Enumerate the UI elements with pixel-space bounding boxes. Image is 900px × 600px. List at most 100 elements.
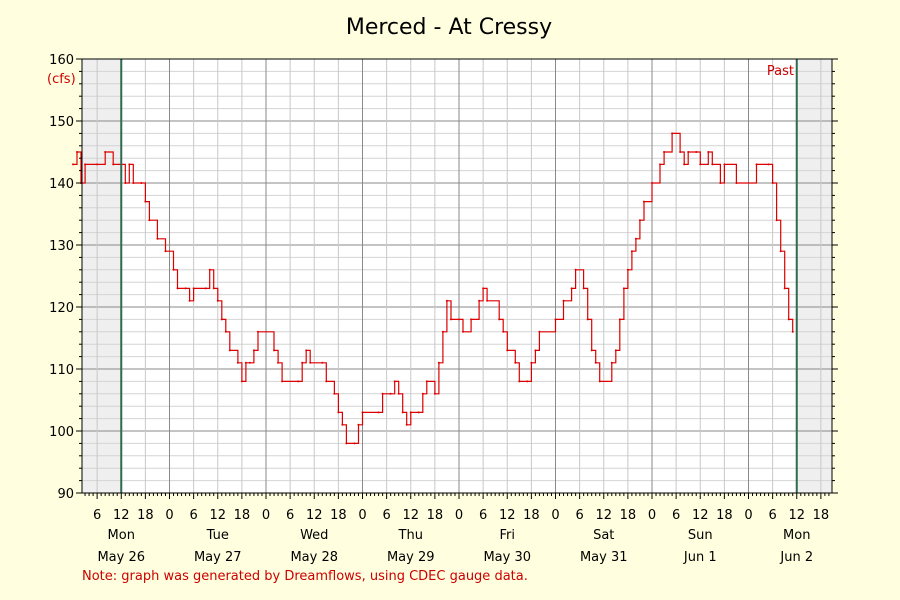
data-point (663, 151, 666, 153)
x-hour-label: 18 (716, 508, 733, 523)
x-hour-label: 6 (286, 508, 294, 523)
data-point (377, 411, 380, 414)
data-point (570, 287, 573, 290)
data-point (248, 361, 251, 364)
y-tick-label: 120 (49, 301, 74, 316)
data-point (128, 163, 131, 166)
data-point (498, 318, 501, 321)
data-point (252, 349, 255, 352)
x-day-label: Wed (300, 528, 328, 543)
data-point (610, 361, 613, 364)
data-point (486, 299, 489, 302)
data-point (397, 392, 400, 395)
data-point (630, 250, 633, 253)
x-date-label: Jun 1 (683, 550, 717, 565)
x-hour-label: 18 (137, 508, 154, 523)
x-date-label: May 31 (580, 550, 628, 565)
x-day-label: Mon (108, 528, 135, 543)
shaded-region-right (796, 59, 832, 493)
data-point (711, 163, 714, 166)
data-point (618, 318, 621, 321)
data-point (156, 237, 159, 240)
y-tick-label: 130 (49, 239, 74, 254)
data-point (699, 163, 702, 166)
data-point (614, 349, 617, 352)
x-hour-label: 6 (768, 508, 776, 523)
x-hour-label: 18 (330, 508, 347, 523)
x-hour-label: 6 (382, 508, 390, 523)
data-point (273, 349, 276, 352)
data-point (132, 182, 135, 184)
x-hour-label: 12 (788, 508, 805, 523)
x-hour-label: 18 (620, 508, 637, 523)
data-point (582, 287, 585, 290)
data-point (389, 392, 392, 395)
data-point (309, 361, 312, 364)
data-point (96, 163, 99, 166)
data-point (256, 330, 259, 333)
data-point (76, 151, 79, 153)
data-point (791, 330, 794, 333)
x-day-label: Mon (783, 528, 810, 543)
data-point (433, 392, 436, 395)
data-point (188, 299, 191, 302)
data-point (421, 392, 424, 395)
data-point (462, 330, 465, 333)
data-point (534, 349, 537, 352)
shaded-regions (82, 59, 832, 493)
y-tick-label: 140 (49, 177, 74, 192)
data-point (506, 349, 509, 352)
data-point (361, 411, 364, 414)
x-date-label: May 29 (387, 550, 435, 565)
x-hour-label: 6 (575, 508, 583, 523)
data-point (321, 361, 324, 364)
data-point (144, 200, 147, 203)
data-point (719, 182, 722, 184)
data-point (353, 442, 356, 445)
data-point (192, 287, 195, 290)
data-point (683, 163, 686, 166)
data-point (771, 182, 774, 184)
data-point (574, 268, 577, 271)
x-date-label: May 27 (194, 550, 242, 565)
x-hour-label: 0 (165, 508, 173, 523)
data-point (594, 361, 597, 364)
data-point (562, 299, 565, 302)
data-point (401, 411, 404, 414)
time-markers (120, 59, 798, 493)
unit-label: (cfs) (47, 72, 76, 87)
series-group (72, 132, 794, 445)
x-hour-label: 12 (692, 508, 709, 523)
data-point (208, 268, 211, 271)
grid-lines (82, 58, 832, 494)
data-point (305, 349, 308, 352)
chart-title: Merced - At Cressy (346, 15, 552, 40)
data-point (626, 268, 629, 271)
y-tick-label: 100 (49, 425, 74, 440)
data-point (598, 380, 601, 383)
x-hour-label: 0 (262, 508, 270, 523)
x-day-label: Thu (398, 528, 423, 543)
data-point (244, 361, 247, 364)
x-hour-label: 18 (523, 508, 540, 523)
x-hour-label: 0 (744, 508, 752, 523)
x-hour-label: 0 (455, 508, 463, 523)
data-point (530, 361, 533, 364)
data-point (502, 330, 505, 333)
data-point (687, 151, 690, 153)
data-point (409, 411, 412, 414)
x-hour-label: 0 (358, 508, 366, 523)
data-point (437, 361, 440, 364)
x-hour-label: 18 (234, 508, 251, 523)
x-hour-label: 0 (551, 508, 559, 523)
data-point (538, 330, 541, 333)
x-date-label: May 28 (290, 550, 338, 565)
data-point (112, 163, 115, 166)
x-hour-label: 12 (209, 508, 226, 523)
x-hour-label: 18 (813, 508, 830, 523)
data-point (787, 318, 790, 321)
data-point (297, 380, 300, 383)
y-tick-label: 150 (49, 115, 74, 130)
footnote: Note: graph was generated by Dreamflows,… (82, 569, 528, 584)
